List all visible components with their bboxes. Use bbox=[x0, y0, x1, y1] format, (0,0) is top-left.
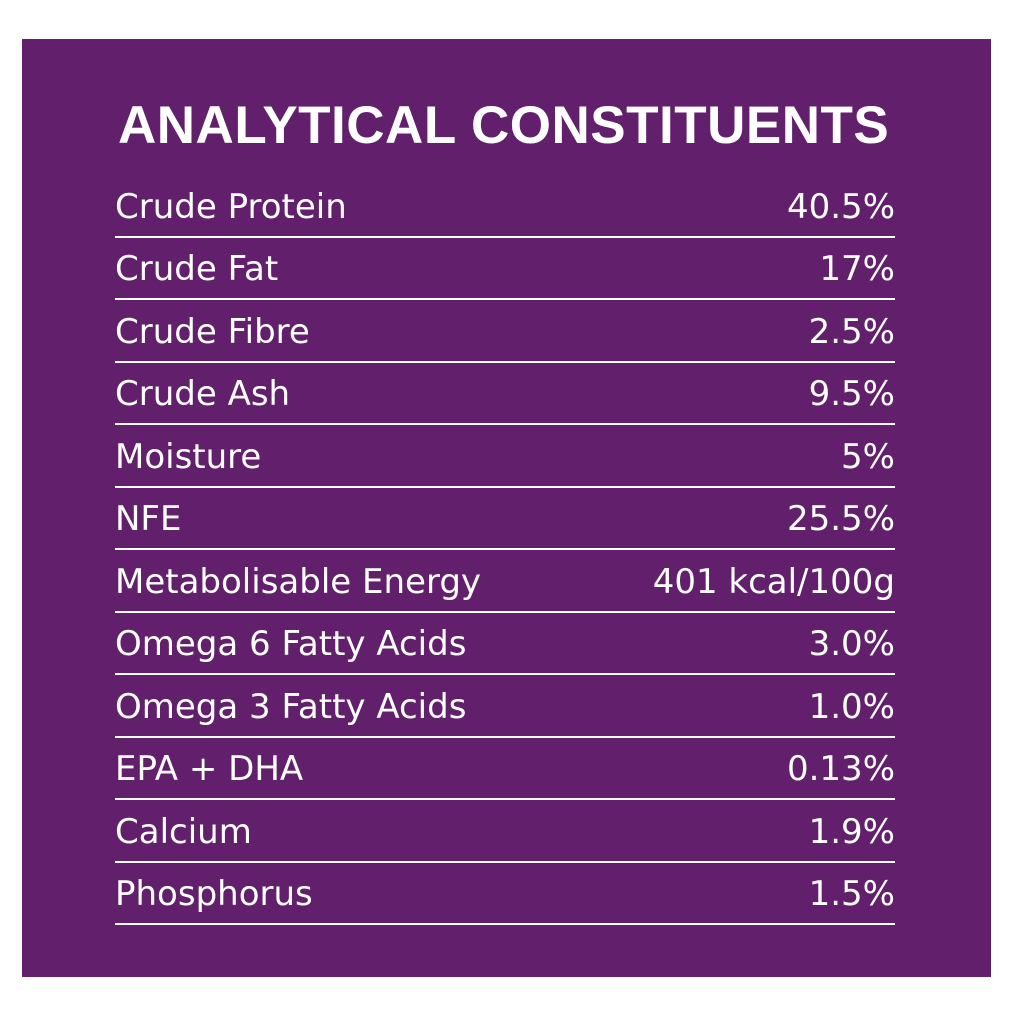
table-row: Crude Protein 40.5% bbox=[115, 175, 895, 238]
row-label: Calcium bbox=[115, 811, 252, 852]
row-value: 3.0% bbox=[808, 624, 895, 664]
row-label: EPA + DHA bbox=[115, 749, 304, 789]
row-value: 9.5% bbox=[808, 374, 895, 414]
table-row: EPA + DHA 0.13% bbox=[115, 738, 895, 800]
constituents-table: Crude Protein 40.5% Crude Fat 17% Crude … bbox=[115, 175, 895, 925]
constituents-panel: ANALYTICAL CONSTITUENTS Crude Protein 40… bbox=[22, 39, 991, 977]
row-value: 40.5% bbox=[786, 186, 895, 227]
row-label: Omega 3 Fatty Acids bbox=[115, 686, 467, 727]
row-value: 1.9% bbox=[808, 811, 895, 852]
row-label: Omega 6 Fatty Acids bbox=[115, 624, 467, 664]
row-label: Crude Fat bbox=[115, 249, 279, 289]
row-value: 401 kcal/100g bbox=[652, 561, 895, 602]
panel-title: ANALYTICAL CONSTITUENTS bbox=[118, 96, 890, 155]
row-value: 17% bbox=[819, 249, 895, 289]
table-row: Omega 3 Fatty Acids 1.0% bbox=[115, 675, 895, 738]
table-row: NFE 25.5% bbox=[115, 488, 895, 550]
row-value: 1.5% bbox=[808, 874, 895, 914]
table-row: Phosphorus 1.5% bbox=[115, 863, 895, 925]
table-row: Calcium 1.9% bbox=[115, 800, 895, 863]
row-value: 1.0% bbox=[808, 686, 895, 727]
row-label: Crude Protein bbox=[115, 186, 347, 227]
row-value: 5% bbox=[841, 436, 895, 477]
table-row: Metabolisable Energy 401 kcal/100g bbox=[115, 550, 895, 613]
row-value: 0.13% bbox=[786, 749, 895, 789]
row-label: NFE bbox=[115, 499, 182, 539]
row-label: Metabolisable Energy bbox=[115, 561, 482, 602]
table-row: Omega 6 Fatty Acids 3.0% bbox=[115, 613, 895, 675]
row-value: 25.5% bbox=[786, 499, 895, 539]
row-value: 2.5% bbox=[808, 311, 895, 352]
row-label: Crude Ash bbox=[115, 374, 291, 414]
row-label: Phosphorus bbox=[115, 874, 313, 914]
table-row: Crude Ash 9.5% bbox=[115, 363, 895, 425]
row-label: Crude Fibre bbox=[115, 311, 310, 352]
table-row: Crude Fat 17% bbox=[115, 238, 895, 300]
table-row: Crude Fibre 2.5% bbox=[115, 300, 895, 363]
row-label: Moisture bbox=[115, 436, 262, 477]
table-row: Moisture 5% bbox=[115, 425, 895, 488]
